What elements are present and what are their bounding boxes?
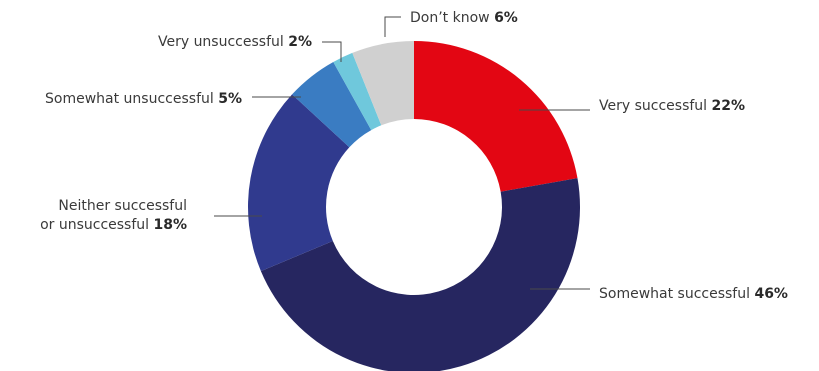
label-text-very-successful: Very successful (599, 98, 712, 114)
label-somewhat-unsuccessful: Somewhat unsuccessful 5% (45, 91, 242, 107)
value-label-very-unsuccessful: 2% (288, 34, 312, 50)
leader-line-don-t-know (384, 16, 401, 37)
label-very-successful: Very successful 22% (599, 98, 745, 114)
value-label-neither-successful-or-unsuccessful: 18% (153, 217, 187, 233)
value-label-somewhat-unsuccessful: 5% (218, 91, 242, 107)
label-text-somewhat-successful: Somewhat successful (599, 286, 754, 302)
slice-don-t-know (352, 41, 414, 126)
slice-very-unsuccessful (333, 52, 382, 131)
label-text-somewhat-unsuccessful: Somewhat unsuccessful (45, 91, 218, 107)
slice-somewhat-unsuccessful (292, 61, 372, 148)
label-don-t-know: Don’t know 6% (410, 10, 518, 26)
leader-line-very-unsuccessful (322, 41, 342, 62)
label-neither-successful-or-unsuccessful: Neither successful or unsuccessful 18% (40, 198, 187, 233)
label-very-unsuccessful: Very unsuccessful 2% (158, 34, 312, 50)
label-text-neither-successful-or-unsuccessful-line-2: or unsuccessful (40, 217, 153, 233)
label-somewhat-successful: Somewhat successful 46% (599, 286, 788, 302)
slice-labels: Very successful 22% Somewhat successful 4… (40, 10, 788, 302)
value-label-don-t-know: 6% (494, 10, 518, 26)
slice-somewhat-successful (260, 178, 580, 371)
label-text-very-unsuccessful: Very unsuccessful (158, 34, 288, 50)
value-label-somewhat-successful: 46% (754, 286, 788, 302)
donut-slices (248, 41, 580, 371)
slice-very-successful (414, 41, 578, 192)
slice-neither-successful-or-unsuccessful (248, 94, 350, 272)
label-text-neither-successful-or-unsuccessful-line-1: Neither successful (58, 198, 187, 214)
value-label-very-successful: 22% (712, 98, 746, 114)
label-text-don-t-know: Don’t know (410, 10, 494, 26)
